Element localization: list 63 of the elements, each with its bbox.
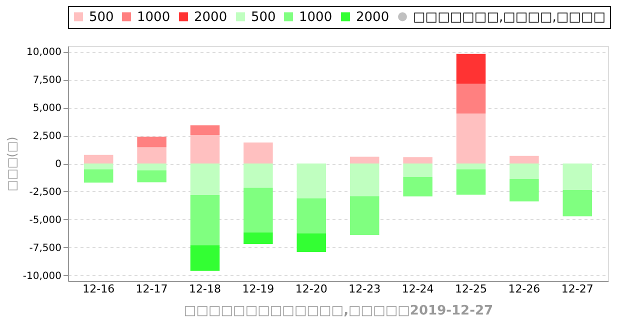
bar (190, 135, 220, 164)
bar (403, 157, 432, 164)
x-tick-label: 12-24 (402, 282, 434, 296)
bar (562, 164, 592, 190)
legend-label: □□□□□□□,□□□□,□□□□ (413, 10, 606, 25)
x-tick-label: 12-23 (348, 282, 381, 296)
bar (190, 245, 220, 271)
bar (296, 233, 326, 252)
legend-label: 1000 (137, 10, 170, 25)
bar (350, 196, 380, 236)
y-tick-label: 5,000 (32, 103, 62, 114)
bar (137, 164, 166, 170)
bar (350, 156, 380, 164)
y-tick-label: -10,000 (22, 270, 62, 282)
legend-label: 1000 (299, 10, 332, 25)
bar (190, 164, 220, 196)
y-tick-label: 2,500 (32, 131, 62, 142)
bar (510, 178, 539, 202)
bar (403, 164, 432, 177)
y-tick-label: 10,000 (26, 47, 62, 58)
x-tick-label: 12-19 (242, 282, 274, 296)
bar (244, 164, 273, 188)
y-tick-label: -2,500 (29, 186, 62, 198)
bar (137, 170, 166, 182)
bar (456, 54, 486, 84)
bar (510, 156, 539, 164)
x-tick-label: 12-20 (295, 282, 328, 296)
bar (137, 136, 166, 148)
x-tick-label: 12-25 (455, 282, 487, 296)
bar (84, 169, 114, 183)
x-tick-label: 12-16 (82, 282, 115, 296)
x-axis-title: □□□□□□□□□□□□□,□□□□□2019-12-27 (184, 304, 494, 318)
legend-label: 500 (251, 10, 276, 25)
x-tick-label: 12-26 (508, 282, 540, 296)
bar (456, 164, 486, 170)
legend-label: 2000 (194, 10, 228, 25)
bar (562, 190, 592, 216)
x-tick-label: 12-17 (136, 282, 168, 296)
bar (244, 232, 273, 244)
bar (84, 154, 114, 164)
x-tick-label: 12-18 (189, 282, 221, 296)
x-tick-label: 12-27 (561, 282, 594, 296)
bar (456, 84, 486, 114)
bar (137, 147, 166, 164)
legend-label: 500 (89, 10, 114, 25)
bar (403, 176, 432, 196)
bar (190, 125, 220, 136)
bar (244, 142, 273, 164)
bar (84, 164, 114, 170)
y-axis-title: □□□(□) (4, 136, 19, 192)
bar (510, 164, 539, 179)
bar (190, 195, 220, 246)
bar (296, 198, 326, 234)
bar (456, 113, 486, 164)
bar (350, 164, 380, 196)
y-tick-label: 0 (55, 159, 62, 170)
y-tick-label: -7,500 (29, 242, 62, 254)
legend-label: 2000 (356, 10, 390, 25)
bar (456, 169, 486, 195)
bar (244, 188, 273, 232)
y-tick-label: 7,500 (32, 75, 62, 86)
y-tick-label: -5,000 (29, 214, 62, 226)
bar (296, 164, 326, 198)
